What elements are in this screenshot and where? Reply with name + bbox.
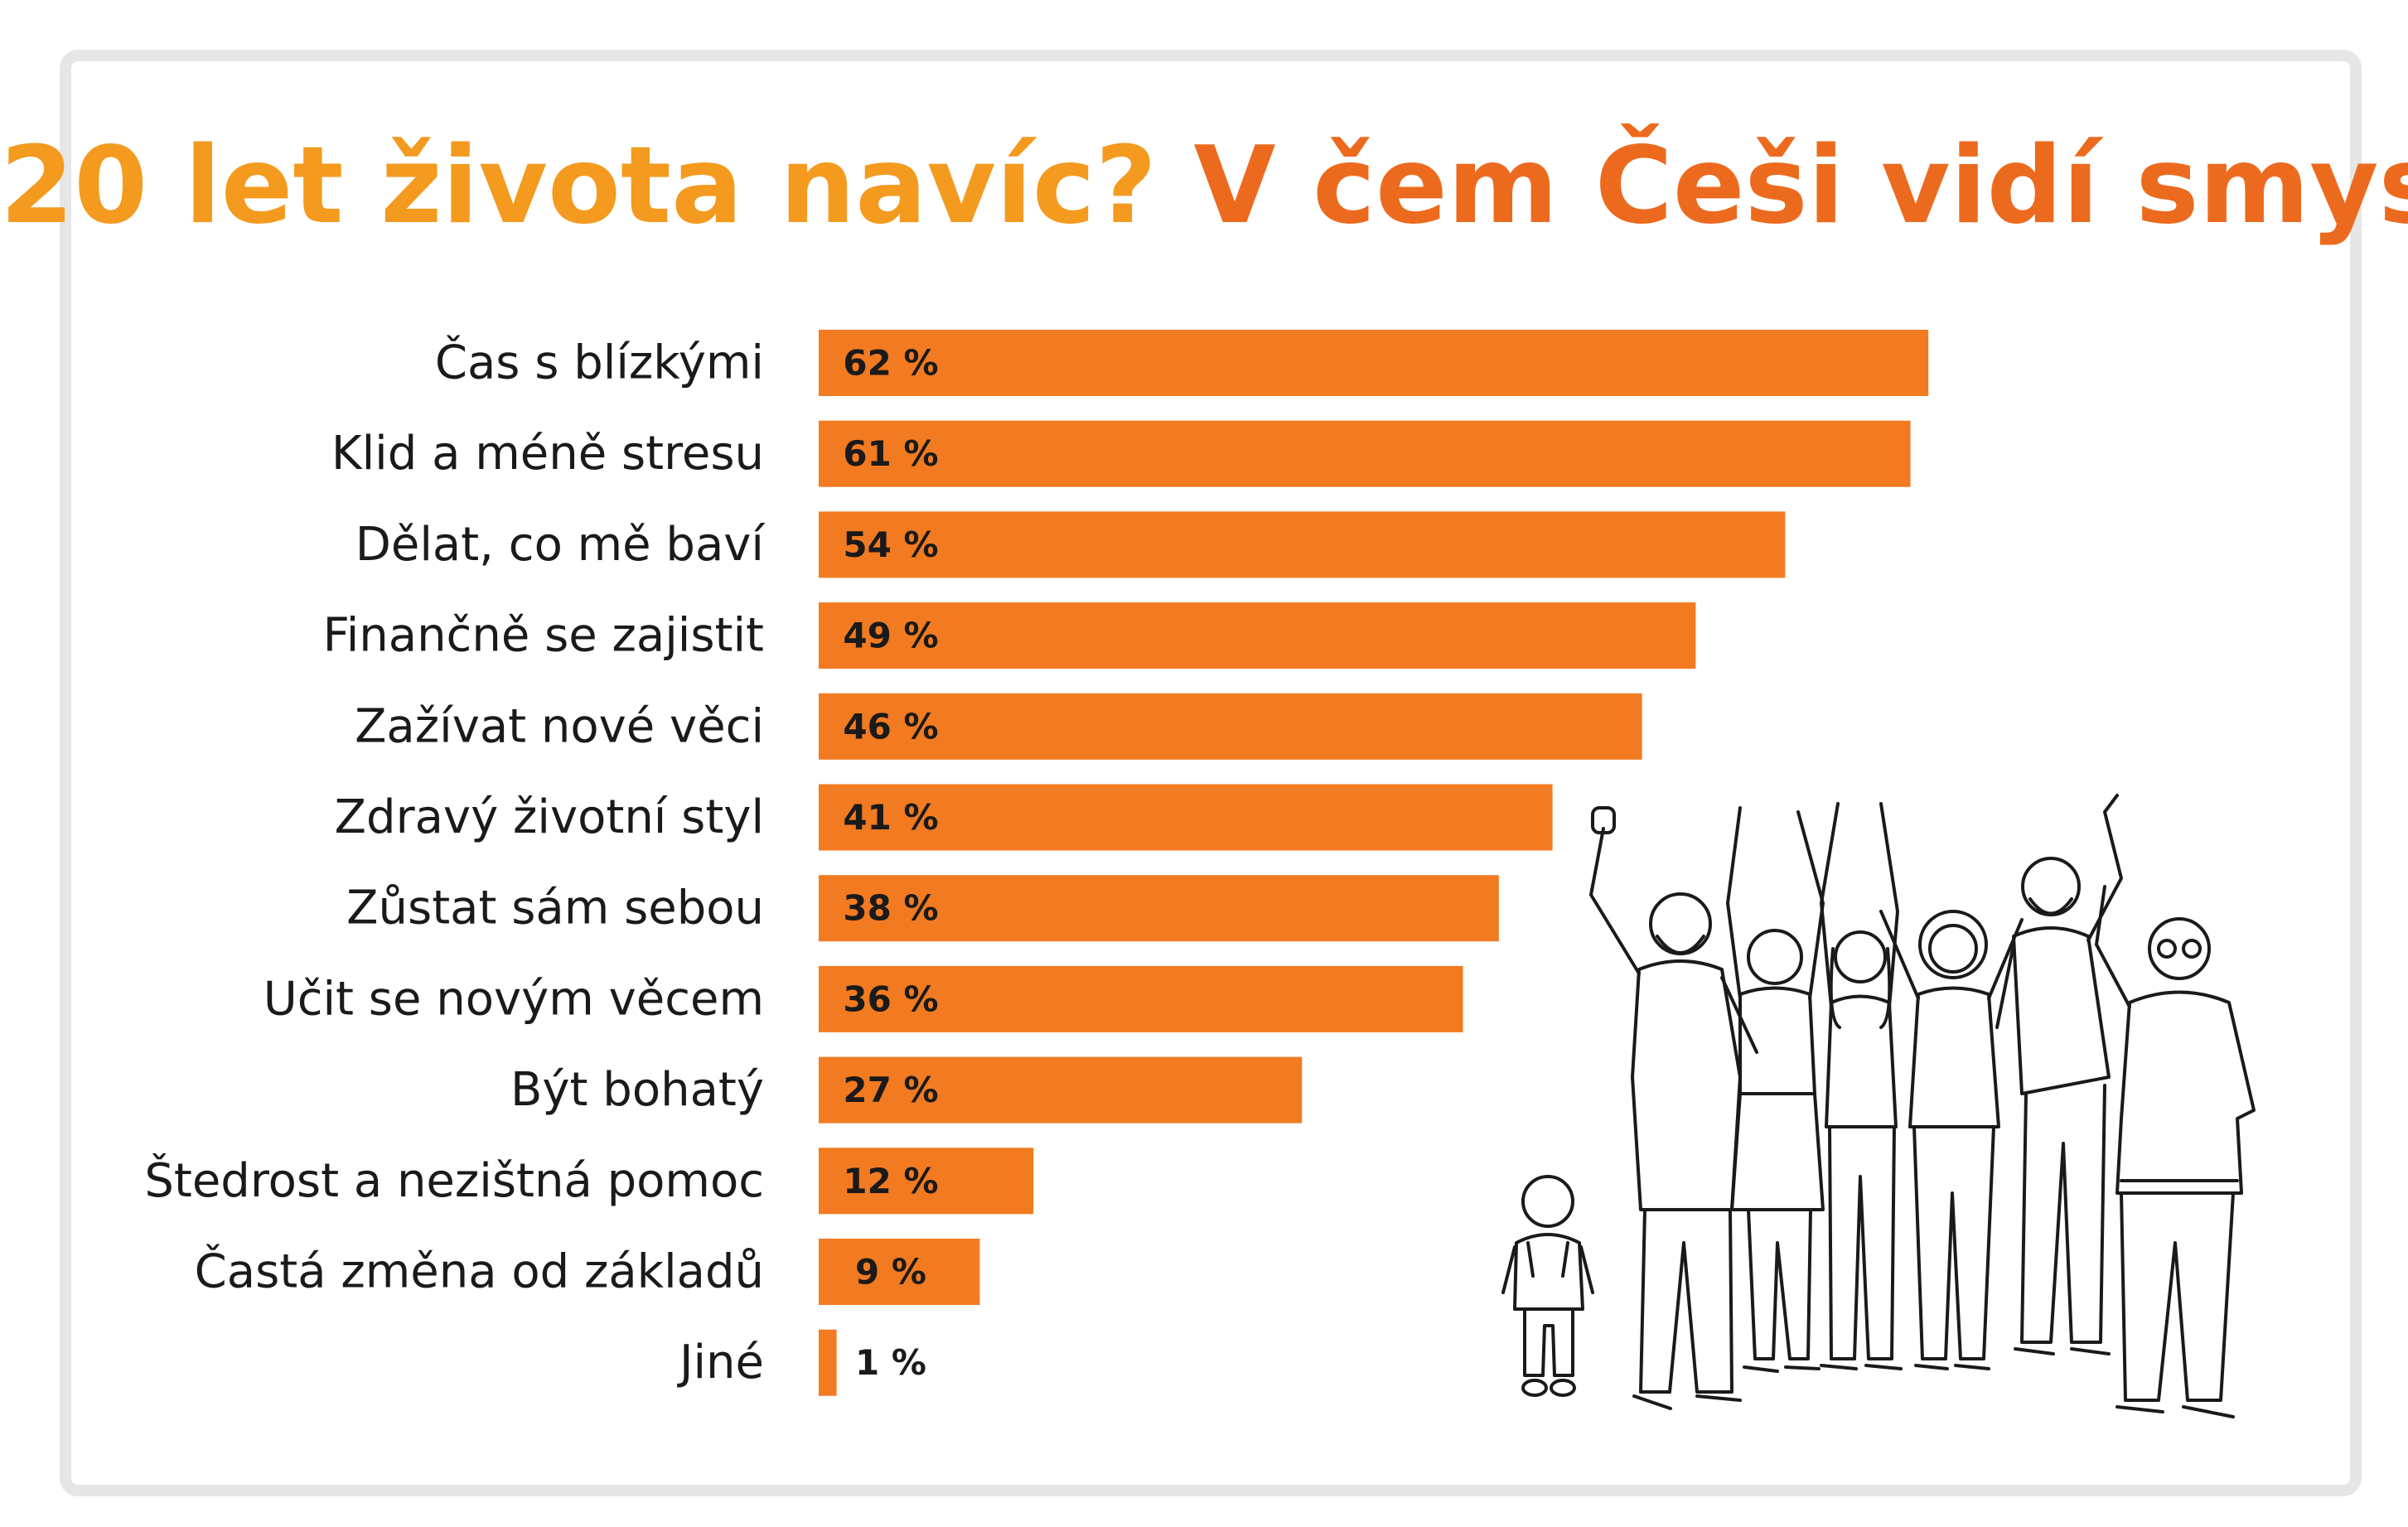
person-figure-curly xyxy=(1879,910,2024,1370)
title-part-2: V čem Češi vidí smysl xyxy=(1193,124,2408,248)
bar-2 xyxy=(819,511,1786,578)
value-label-9: 12 % xyxy=(843,1161,938,1201)
bar-7 xyxy=(819,965,1463,1032)
value-label-4: 46 % xyxy=(843,706,938,747)
bar-3 xyxy=(819,602,1696,669)
value-label-5: 41 % xyxy=(843,797,938,838)
value-label-6: 38 % xyxy=(843,888,938,929)
category-label-10: Častá změna od základů xyxy=(195,1245,764,1299)
category-label-5: Zdravý životní styl xyxy=(335,790,764,844)
bar-9 xyxy=(819,1148,1034,1215)
bar-5 xyxy=(819,784,1553,851)
category-label-9: Štedrost a nezištná pomoc xyxy=(144,1154,764,1208)
chart-title: 20 let života navíc? V čem Češi vidí smy… xyxy=(0,124,2408,248)
man-figure-1 xyxy=(1589,806,1758,1410)
woman-figure-2 xyxy=(1820,802,1903,1370)
category-label-6: Zůstat sám sebou xyxy=(346,882,764,935)
value-label-11: 1 % xyxy=(855,1342,926,1383)
value-label-1: 61 % xyxy=(843,433,938,474)
older-man-figure xyxy=(2095,885,2256,1418)
value-label-7: 36 % xyxy=(843,979,938,1019)
bar-0 xyxy=(819,330,1929,396)
value-label-3: 49 % xyxy=(843,616,938,656)
child-figure xyxy=(1501,1175,1594,1397)
category-label-1: Klid a méně stresu xyxy=(331,427,764,481)
woman-figure-1 xyxy=(1726,806,1825,1373)
category-label-4: Zažívat nové věci xyxy=(355,699,764,753)
man-figure-2 xyxy=(1995,794,2123,1355)
category-label-3: Finančně se zajistit xyxy=(323,609,764,663)
chart-frame xyxy=(60,50,2362,1496)
bar-1 xyxy=(819,420,1911,487)
category-label-0: Čas s blízkými xyxy=(435,336,764,390)
bar-4 xyxy=(819,693,1642,760)
value-label-8: 27 % xyxy=(843,1070,938,1110)
bar-11 xyxy=(819,1329,837,1396)
bar-10 xyxy=(819,1239,980,1305)
people-group-illustration xyxy=(1501,794,2256,1418)
bar-6 xyxy=(819,875,1499,942)
title-part-1: 20 let života navíc? xyxy=(0,124,1157,248)
category-label-8: Být bohatý xyxy=(510,1063,764,1117)
bar-8 xyxy=(819,1056,1303,1124)
category-label-11: Jiné xyxy=(677,1336,764,1389)
category-label-2: Dělat, co mě baví xyxy=(355,518,766,572)
value-label-2: 54 % xyxy=(843,524,938,565)
value-label-10: 9 % xyxy=(855,1252,926,1293)
category-label-7: Učit se novým věcem xyxy=(264,972,764,1026)
value-label-0: 62 % xyxy=(843,343,938,384)
